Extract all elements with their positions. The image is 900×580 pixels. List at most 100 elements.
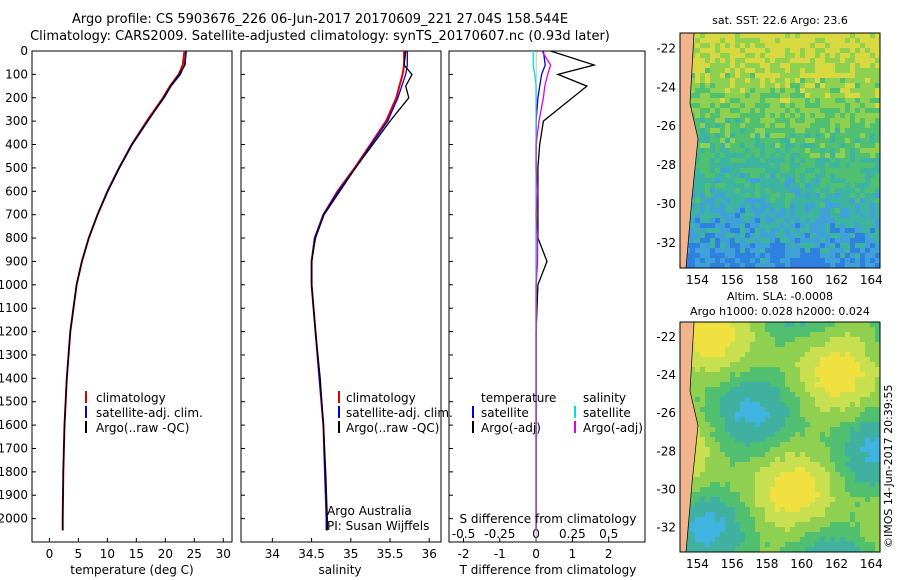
map-cell [715,63,720,68]
map-cell [830,143,835,148]
map-cell [780,203,785,208]
map-cell [855,258,860,263]
map-cell [755,103,760,108]
temperature-axis-label: temperature (deg C) [70,563,193,577]
map-cell [730,322,735,327]
map-cell [755,352,760,357]
map-cell [845,93,850,98]
map-cell [735,218,740,223]
map-cell [805,68,810,73]
map-cell [845,68,850,73]
map-cell [740,203,745,208]
map-cell [820,517,825,522]
map-cell [685,253,690,258]
map-cell [735,497,740,502]
map-cell [850,228,855,233]
map-cell [805,158,810,163]
map-cell [750,218,755,223]
map-cell [835,547,840,552]
map-cell [780,178,785,183]
map-cell [705,477,710,482]
map-cell [720,442,725,447]
map-cell [865,238,870,243]
s-difference-tick-label: -0.5 [452,527,475,541]
map-cell [770,477,775,482]
map-cell [875,367,880,372]
map-cell [720,537,725,542]
map-cell [730,38,735,43]
map-cell [705,133,710,138]
map-cell [845,73,850,78]
map-cell [850,327,855,332]
map-cell [860,178,865,183]
map-cell [700,193,705,198]
map-cell [770,352,775,357]
map-cell [730,263,735,268]
map-cell [735,148,740,153]
map-cell [845,168,850,173]
map-cell [835,178,840,183]
map-cell [840,228,845,233]
map-cell [750,208,755,213]
map-cell [820,392,825,397]
map-cell [850,78,855,83]
legend-climatology: climatology [346,391,416,405]
map-cell [765,427,770,432]
map-cell [780,33,785,38]
map-cell [770,537,775,542]
map-cell [825,472,830,477]
map-cell [760,143,765,148]
map-cell [730,342,735,347]
map-cell [775,472,780,477]
map-cell [720,517,725,522]
map-cell [845,178,850,183]
map-cell [770,228,775,233]
map-cell [785,427,790,432]
map-cell [735,123,740,128]
map-cell [795,402,800,407]
map-cell [810,203,815,208]
map-cell [700,352,705,357]
map-cell [800,98,805,103]
map-cell [725,133,730,138]
map-cell [710,238,715,243]
map-cell [725,43,730,48]
map-cell [830,53,835,58]
map-cell [730,532,735,537]
map-cell [730,427,735,432]
map-cell [700,462,705,467]
map-cell [785,412,790,417]
map-cell [720,153,725,158]
map-cell [725,143,730,148]
map-cell [780,322,785,327]
map-cell [840,248,845,253]
map-cell [725,53,730,58]
map-cell [725,203,730,208]
map-cell [830,522,835,527]
map-cell [830,198,835,203]
map-cell [730,168,735,173]
map-cell [710,322,715,327]
map-cell [735,128,740,133]
map-cell [875,178,880,183]
map-cell [795,412,800,417]
map-cell [835,203,840,208]
map-cell [710,367,715,372]
map-cell [700,233,705,238]
map-cell [840,452,845,457]
map-cell [875,263,880,268]
map-cell [765,143,770,148]
map-cell [860,83,865,88]
map-cell [800,233,805,238]
map-cell [715,53,720,58]
map-cell [830,422,835,427]
map-cell [775,163,780,168]
map-cell [700,98,705,103]
map-cell [750,133,755,138]
map-cell [785,213,790,218]
map-cell [710,263,715,268]
map-cell [875,38,880,43]
map-cell [805,63,810,68]
map-cell [785,103,790,108]
map-cell [720,198,725,203]
